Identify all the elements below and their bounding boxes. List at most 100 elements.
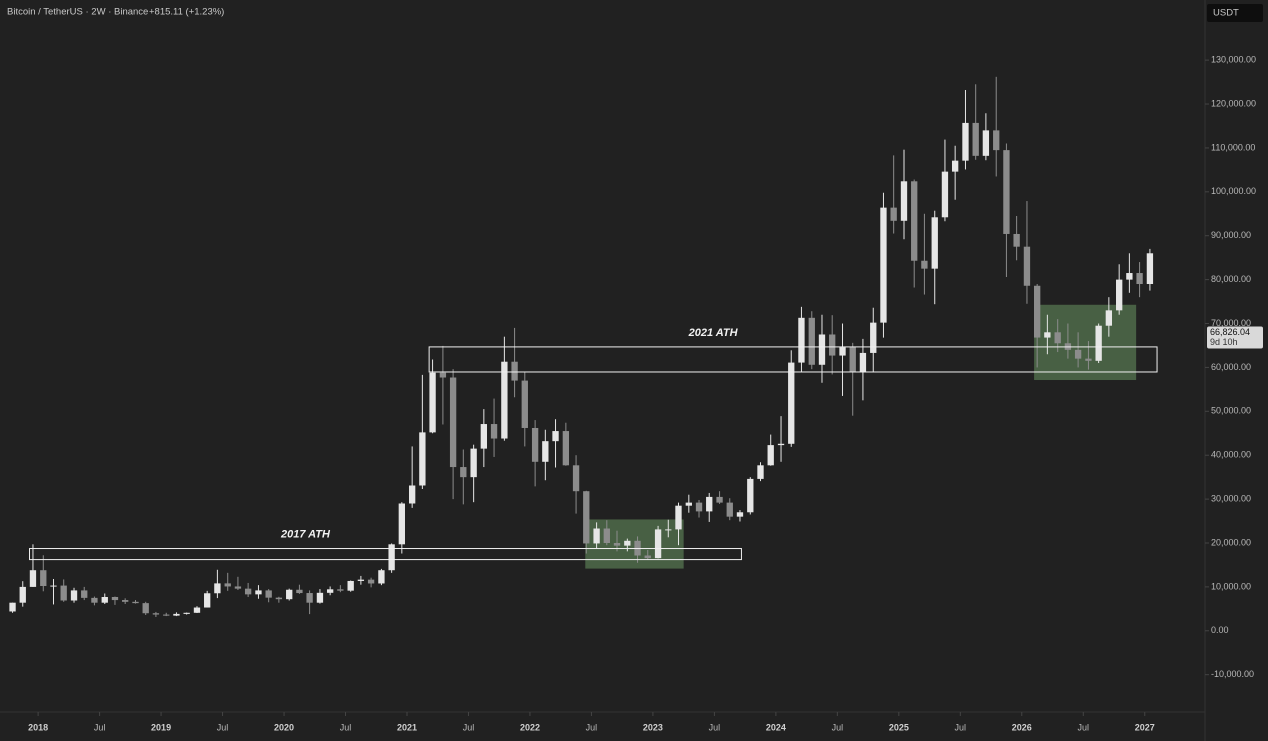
- candle-body: [531, 427, 539, 462]
- last-price-tag: [1207, 326, 1263, 349]
- candle-body: [163, 614, 170, 616]
- last-price: 66,826.04: [1210, 327, 1250, 337]
- candle-body: [777, 443, 785, 446]
- candle-body: [511, 361, 518, 381]
- candle-body: [19, 586, 26, 603]
- candle-body: [439, 372, 447, 378]
- x-tick-label: Jul: [94, 722, 106, 732]
- candle-body: [193, 607, 201, 613]
- y-tick-label: 120,000.00: [1211, 98, 1256, 108]
- candle-body: [60, 585, 67, 601]
- ath-box: [29, 548, 742, 561]
- y-tick-label: -10,000.00: [1211, 669, 1254, 679]
- candle-body: [224, 583, 231, 587]
- candle-body: [1126, 273, 1133, 280]
- y-tick-label: 50,000.00: [1211, 406, 1251, 416]
- candle-body: [419, 432, 426, 486]
- y-tick-label: 0.00: [1211, 625, 1229, 635]
- candle-body: [378, 570, 385, 584]
- currency[interactable]: USDT: [1213, 8, 1239, 19]
- candle-body: [29, 570, 37, 587]
- candle-body: [1146, 253, 1154, 285]
- candle-body: [562, 431, 570, 466]
- x-tick-label: Jul: [217, 722, 229, 732]
- candle-body: [183, 612, 190, 614]
- ath-label: 2017 ATH: [280, 528, 331, 540]
- candle-body: [388, 544, 395, 571]
- y-tick-label: 70,000.00: [1211, 318, 1251, 328]
- candle-body: [244, 588, 252, 595]
- candle-body: [706, 496, 713, 512]
- candle-body: [521, 380, 528, 428]
- y-tick-label: 10,000.00: [1211, 581, 1251, 591]
- plot: 2017 ATH 2021 ATH: [9, 76, 1158, 617]
- candle-body: [890, 207, 897, 221]
- candle-body: [808, 317, 815, 365]
- candle-body: [81, 590, 88, 598]
- x-tick-label: 2025: [889, 722, 909, 732]
- currency-badge[interactable]: [1207, 4, 1263, 22]
- candle-body: [593, 528, 600, 544]
- x-tick-label: 2019: [151, 722, 171, 732]
- candle-body: [101, 596, 108, 603]
- candle-body: [849, 347, 856, 373]
- x-tick-label: Jul: [1078, 722, 1090, 732]
- candle-body: [316, 592, 324, 603]
- candle-body: [480, 424, 488, 449]
- candle-body: [1105, 310, 1113, 326]
- candle-body: [398, 503, 405, 545]
- price-change: +815.11 (+1.23%): [149, 7, 224, 18]
- candle-body: [152, 613, 160, 615]
- candle-body: [9, 602, 16, 612]
- candle-body: [357, 579, 365, 581]
- candle-body: [665, 529, 672, 531]
- y-tick-label: 130,000.00: [1211, 55, 1256, 65]
- candle-body: [1074, 349, 1082, 359]
- candle-body: [91, 597, 98, 603]
- candle-body: [685, 502, 692, 506]
- candle-body: [870, 322, 877, 353]
- candle-body: [1044, 332, 1051, 338]
- x-tick-label: Jul: [340, 722, 352, 732]
- countdown: 9d 10h: [1210, 337, 1238, 347]
- candle-body: [767, 445, 774, 466]
- x-tick-label: 2021: [397, 722, 417, 732]
- candle-body: [214, 583, 221, 594]
- candle-body: [982, 130, 990, 156]
- y-tick-label: 100,000.00: [1211, 186, 1256, 196]
- candle-body: [583, 491, 590, 544]
- ath-label: 2021 ATH: [688, 327, 739, 339]
- x-tick-label: 2027: [1135, 722, 1155, 732]
- candle-body: [900, 181, 908, 221]
- candle-body: [859, 352, 867, 373]
- y-tick-label: 80,000.00: [1211, 274, 1251, 284]
- candle-body: [880, 207, 887, 323]
- candle-body: [726, 502, 733, 517]
- candle-body: [921, 260, 928, 269]
- candle-body: [40, 570, 47, 587]
- candle-body: [460, 467, 467, 478]
- y-tick-label: 90,000.00: [1211, 230, 1251, 240]
- candle-body: [603, 528, 610, 543]
- x-tick-label: 2026: [1012, 722, 1032, 732]
- candle-body: [695, 502, 703, 512]
- x-tick-label: Jul: [586, 722, 598, 732]
- candle-body: [542, 441, 549, 462]
- candle-body: [613, 542, 621, 546]
- x-tick-label: 2024: [766, 722, 786, 732]
- candle-body: [829, 334, 836, 356]
- x-tick-label: 2020: [274, 722, 294, 732]
- candle-body: [265, 590, 272, 598]
- candle-body: [736, 512, 744, 517]
- y-tick-label: 20,000.00: [1211, 537, 1251, 547]
- zone: [1034, 304, 1137, 381]
- candle-body: [50, 585, 57, 587]
- candle-body: [204, 593, 211, 608]
- symbol-title: Bitcoin / TetherUS · 2W · Binance: [7, 7, 148, 18]
- candle-body: [624, 540, 631, 546]
- candle-body: [449, 377, 457, 468]
- x-tick-label: 2022: [520, 722, 540, 732]
- candle-body: [757, 465, 764, 479]
- candle-body: [552, 431, 559, 442]
